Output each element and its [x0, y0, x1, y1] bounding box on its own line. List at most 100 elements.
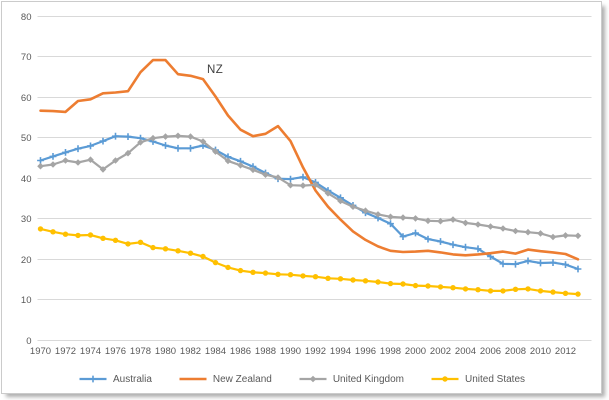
y-axis-tick-label: 50 [21, 133, 32, 144]
x-axis-tick-label: 1980 [155, 346, 176, 357]
x-axis-tick-label: 2010 [530, 346, 551, 357]
plus-marker [524, 257, 532, 265]
circle-marker [550, 289, 556, 295]
plus-marker [399, 233, 407, 240]
diamond-marker [387, 213, 394, 221]
circle-marker [337, 276, 344, 282]
legend-item-australia: Australia [78, 374, 152, 385]
plus-marker [499, 260, 507, 268]
y-axis-tick-label: 20 [21, 255, 32, 266]
x-axis-tick-label: 1970 [30, 346, 51, 357]
circle-marker [50, 229, 56, 235]
diamond-marker [549, 233, 557, 241]
chart-legend: Australia New Zealand United Kingdom United… [2, 370, 601, 388]
nz-series-annotation: NZ [207, 64, 224, 76]
diamond-marker [112, 157, 119, 164]
diamond-marker [187, 133, 194, 140]
circle-marker [87, 232, 94, 238]
legend-line-sample [179, 377, 207, 381]
y-axis-tick-label: 60 [21, 93, 32, 104]
plus-marker [62, 149, 69, 156]
circle-marker [350, 277, 356, 283]
plus-marker [512, 260, 519, 268]
plus-marker [174, 144, 182, 152]
plus-marker [112, 132, 119, 140]
diamond-marker [437, 217, 444, 225]
x-axis-tick-label: 1998 [380, 346, 401, 357]
diamond-marker [474, 221, 482, 228]
legend-item-united-kingdom: United Kingdom [298, 374, 404, 385]
x-axis-tick-label: 1990 [280, 346, 301, 357]
circle-marker [62, 231, 69, 237]
circle-marker [575, 291, 581, 297]
diamond-marker [487, 223, 494, 230]
circle-marker [75, 232, 81, 239]
x-axis-tick-label: 2000 [405, 346, 426, 357]
plus-marker [37, 157, 44, 164]
plus-marker [87, 142, 94, 150]
circle-marker [112, 237, 119, 243]
x-axis-tick-label: 2002 [430, 346, 451, 357]
diamond-marker [62, 157, 69, 164]
circle-marker [237, 267, 244, 274]
circle-marker [562, 290, 569, 296]
circle-marker [262, 270, 269, 276]
diamond-marker [312, 181, 319, 189]
plus-marker [437, 238, 444, 245]
circle-marker [37, 226, 44, 232]
plus-marker [187, 144, 194, 152]
united-kingdom-series-line [39, 134, 580, 239]
diamond-marker [74, 159, 82, 166]
circle-marker [250, 269, 256, 275]
diamond-marker [537, 230, 544, 237]
diamond-marker [137, 139, 144, 146]
diamond-marker [499, 225, 507, 232]
diamond-marker [212, 148, 219, 155]
diamond-marker [349, 203, 357, 210]
x-axis-tick-label: 1992 [305, 346, 326, 357]
plus-marker [162, 142, 169, 149]
x-axis-tick-label: 1994 [330, 346, 351, 357]
legend-item-united-states: United States [430, 374, 525, 385]
x-axis-tick-label: 1982 [180, 346, 201, 357]
diamond-marker [337, 197, 344, 205]
circle-marker [537, 288, 544, 294]
new-zealand-series-line [39, 58, 580, 261]
diamond-marker [287, 181, 294, 189]
plus-marker [99, 137, 107, 145]
diamond-marker [199, 138, 207, 145]
circle-marker [512, 286, 519, 292]
diamond-marker [299, 182, 307, 189]
y-axis-tick-label: 30 [21, 214, 32, 225]
plus-marker [537, 259, 544, 267]
plus-marker [387, 220, 394, 228]
legend-label: United States [464, 373, 526, 385]
circle-marker [412, 282, 419, 289]
diamond-marker [462, 219, 469, 227]
circle-marker [462, 286, 469, 292]
circle-marker [300, 273, 306, 279]
circle-marker [450, 285, 456, 291]
circle-marker [212, 259, 219, 266]
diamond-marker [412, 215, 419, 222]
diamond-marker [99, 166, 107, 173]
diamond-marker [324, 190, 332, 197]
plus-marker [562, 261, 569, 268]
circle-marker [387, 280, 394, 287]
circle-marker [487, 288, 494, 294]
circle-marker [137, 239, 144, 245]
circle-marker [287, 272, 294, 278]
legend-label: New Zealand [212, 373, 272, 385]
circle-marker [500, 288, 506, 294]
x-axis-tick-label: 2012 [555, 346, 576, 357]
x-axis-tick-label: 2006 [480, 346, 501, 357]
x-axis-tick-label: 1974 [80, 346, 101, 357]
circle-marker [525, 286, 531, 292]
diamond-marker [37, 162, 44, 170]
y-axis-tick-label: 0 [26, 336, 31, 347]
diamond-marker [562, 232, 569, 239]
diamond-marker [399, 214, 407, 221]
circle-marker [275, 271, 281, 277]
circle-marker [375, 279, 381, 285]
